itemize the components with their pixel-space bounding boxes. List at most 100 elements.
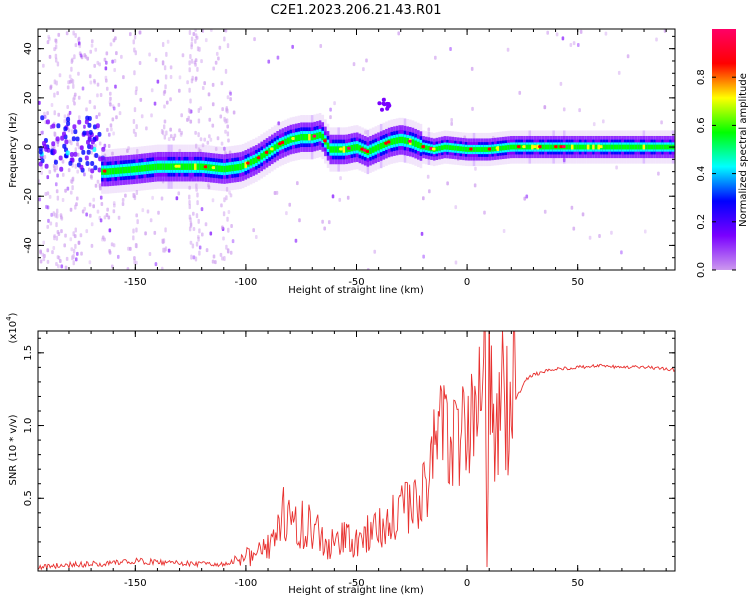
spectrogram-noise-cell: [169, 127, 172, 132]
spectrogram-noise-cell: [103, 237, 106, 242]
spectrogram-ridge-cell: [424, 145, 428, 151]
spectrogram-noise-cell: [186, 80, 189, 85]
spectrogram-noise-cell: [121, 197, 125, 202]
spectrogram-peak-cell: [246, 161, 251, 165]
spectrogram-noise-cell: [77, 240, 81, 245]
spectrogram-noise-cell: [38, 197, 42, 202]
spectrogram-ridge-cell: [316, 132, 319, 140]
spectrogram-peak-cell: [408, 139, 413, 143]
spectrogram-feature-cell: [379, 107, 384, 112]
spectrogram-peak-cell: [256, 156, 261, 160]
spectrogram-noise-cell: [108, 100, 112, 105]
spectrogram-ridge-cell: [255, 156, 258, 163]
spectrogram-noise-cell: [153, 101, 157, 106]
spectrogram-ridge-cell: [252, 157, 256, 165]
spectrogram-noise-cell: [90, 39, 94, 44]
spectrogram-peak-cell: [346, 146, 351, 150]
spectrogram-stripe-cell: [197, 147, 201, 153]
spectrogram-ridge-cell: [132, 166, 136, 173]
spectrogram-noise-cell: [98, 112, 101, 117]
spectrogram-cluster-cell: [55, 136, 60, 142]
spectrogram-noise-cell: [60, 229, 63, 234]
spectrogram-peak-cell: [177, 164, 182, 168]
spectrogram-noise-cell: [206, 140, 210, 145]
spectrogram-stripe-cell: [188, 199, 191, 205]
spectrogram-ridge-cell: [371, 146, 375, 153]
spectrogram-cluster-cell: [56, 123, 61, 129]
spectrogram-noise-cell: [98, 62, 101, 67]
spectrogram-noise-cell: [223, 146, 226, 151]
spectrogram-noise-cell: [76, 251, 79, 256]
spectrogram-stripe-cell: [188, 30, 192, 36]
spectrogram-noise-cell: [39, 259, 43, 264]
spectrogram-noise-cell: [94, 47, 98, 52]
spectrogram-stripe-cell: [56, 208, 59, 214]
spectrogram-noise-cell: [88, 213, 92, 218]
spectrogram-x-tick-label: -100: [235, 277, 258, 288]
spectrogram-noise-cell: [220, 203, 223, 208]
spectrogram-ridge-cell: [536, 144, 540, 150]
spectrogram-noise-cell: [172, 136, 175, 141]
spectrogram-noise-cell: [109, 96, 112, 101]
spectrogram-ridge-cell: [249, 159, 253, 166]
spectrogram-noise-cell: [49, 85, 53, 90]
spectrogram-ridge-cell: [284, 138, 287, 146]
spectrogram-noise-cell: [562, 107, 566, 112]
spectrogram-panel: -150 -100 -50 0 50 -40 -20 0 20 40 Height of str…: [8, 28, 676, 296]
spectrogram-stripe-cell: [135, 227, 138, 233]
spectrogram-noise-cell: [126, 267, 130, 270]
spectrogram-noise-cell: [63, 114, 67, 119]
spectrogram-cluster-cell: [58, 155, 63, 161]
spectrogram-noise-cell: [111, 59, 114, 64]
spectrogram-ridge-cell: [321, 133, 325, 141]
spectrogram-ridge-cell: [260, 153, 263, 160]
spectrogram-noise-cell: [52, 245, 56, 250]
spectrogram-noise-cell: [454, 205, 458, 210]
spectrogram-y-tick-label: 20: [23, 91, 34, 104]
spectrogram-noise-cell: [93, 63, 96, 68]
spectrogram-noise-cell: [218, 45, 222, 50]
spectrogram-noise-cell: [107, 144, 111, 149]
spectrogram-ridge-cell: [616, 144, 619, 150]
spectrogram-y-tick-label: -20: [23, 188, 34, 204]
spectrogram-noise-cell: [215, 51, 219, 56]
spectrogram-peak-cell: [203, 165, 208, 169]
spectrogram-noise-cell: [207, 185, 211, 190]
spectrogram-noise-cell: [48, 36, 51, 41]
spectrogram-cluster-cell: [82, 130, 87, 136]
spectrogram-cluster-cell: [89, 144, 94, 150]
spectrogram-cluster-cell: [38, 161, 43, 167]
spectrogram-noise-cell: [144, 231, 147, 236]
spectrogram-ridge-cell: [334, 146, 338, 153]
spectrogram-peak-cell: [538, 145, 543, 149]
spectrogram-noise-cell: [610, 230, 613, 235]
spectrogram-ridge-cell: [467, 147, 471, 152]
spectrogram-stripe-cell: [198, 228, 201, 234]
spectrogram-noise-cell: [228, 90, 232, 95]
snr-y-tick-label: 1.0: [23, 418, 34, 434]
spectrogram-ridge-cell: [459, 146, 463, 152]
spectrogram-noise-cell: [113, 203, 116, 208]
spectrogram-stripe-cell: [189, 217, 192, 223]
spectrogram-noise-cell: [39, 249, 42, 254]
spectrogram-noise-cell: [109, 123, 113, 128]
spectrogram-ridge-cell: [297, 134, 301, 141]
spectrogram-noise-cell: [104, 78, 108, 83]
spectrogram-noise-cell: [471, 106, 474, 111]
spectrogram-ridge-cell: [337, 146, 340, 153]
spectrogram-noise-cell: [94, 183, 98, 188]
spectrogram-y-axis-label: Frequency (Hz): [8, 112, 19, 188]
spectrogram-ridge-cell: [382, 141, 386, 149]
spectrogram-ridge-cell: [438, 145, 441, 151]
spectrogram-stripe-cell: [223, 255, 226, 261]
spectrogram-cluster-cell: [63, 126, 68, 132]
spectrogram-noise-cell: [115, 51, 118, 56]
spectrogram-noise-cell: [212, 254, 216, 259]
spectrogram-cluster-cell: [38, 149, 43, 155]
spectrogram-noise-cell: [59, 213, 63, 218]
spectrogram-noise-cell: [113, 67, 116, 72]
spectrogram-ridge-cell: [111, 167, 115, 175]
spectrogram-peak-cell: [102, 169, 107, 173]
spectrogram-ridge-cell: [509, 144, 513, 150]
spectrogram-noise-cell: [232, 110, 236, 115]
